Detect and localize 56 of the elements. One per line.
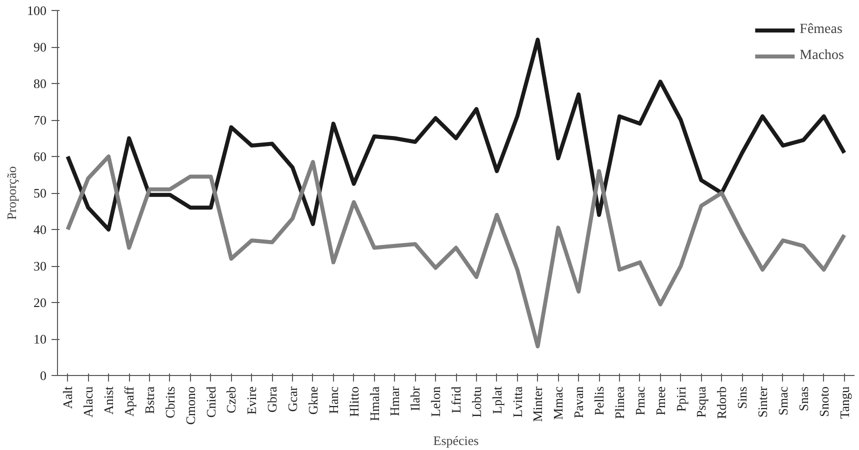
x-tick-label: Hmala	[366, 386, 382, 422]
x-tick-label: Snoto	[816, 386, 832, 417]
y-tick-label: 50	[34, 186, 46, 200]
x-tick-label: Sinter	[755, 386, 770, 418]
x-tick-label: Mmac	[550, 386, 566, 420]
x-tick-label: Pellis	[592, 386, 607, 416]
x-tick-label: Smac	[775, 386, 790, 416]
x-tick-label: Aalt	[60, 386, 76, 409]
x-tick-label: Anist	[101, 386, 116, 415]
x-tick-label: Lobtu	[468, 386, 484, 418]
x-tick-label: Pavan	[571, 386, 586, 418]
x-tick-label: Cmono	[182, 386, 198, 425]
x-axis-title: Espécies	[433, 432, 479, 448]
x-tick-label: Ppiri	[673, 386, 688, 412]
x-tick-label: Hanc	[326, 386, 341, 414]
x-tick-label: Gkne	[305, 386, 320, 415]
x-tick-label: Rdorb	[714, 386, 730, 419]
y-tick-label: 40	[34, 222, 46, 237]
x-tick-label: Bstra	[142, 386, 157, 414]
x-tick-label: Snas	[796, 386, 811, 412]
x-tick-label: Lplat	[489, 386, 504, 414]
x-tick-label: Gbra	[264, 386, 280, 412]
x-tick-label: Psqua	[694, 386, 709, 418]
x-tick-label: Hlitto	[346, 386, 362, 417]
x-tick-label: Cnied	[203, 386, 218, 418]
x-tick-label: Pmee	[652, 386, 668, 416]
x-tick-label: Ilabr	[408, 386, 423, 412]
x-tick-label: Alacu	[80, 386, 96, 418]
y-tick-label: 70	[34, 112, 46, 128]
y-tick-label: 90	[34, 40, 46, 54]
x-tick-label: Cbrits	[162, 386, 178, 418]
legend-label: Machos	[800, 48, 844, 64]
x-tick-label: Apaff	[122, 386, 137, 417]
y-tick-label: 30	[34, 258, 46, 274]
line-series	[66, 38, 846, 232]
x-tick-label: Czeb	[224, 386, 239, 414]
x-tick-label: Gcar	[285, 386, 300, 412]
y-tick-label: 60	[34, 149, 46, 164]
x-tick-label: Sins	[734, 386, 750, 409]
y-tick-label: 20	[34, 295, 46, 310]
y-axis-title: Proporção	[4, 166, 19, 220]
x-tick-label: Pmac	[632, 386, 648, 416]
y-tick-label: 0	[40, 368, 46, 383]
y-tick-label: 100	[27, 3, 46, 18]
x-tick-label: Tangu	[836, 386, 852, 419]
x-tick-label: Plinea	[612, 386, 627, 419]
y-tick-label: 10	[34, 332, 46, 346]
x-tick-label: Lvitta	[510, 386, 525, 418]
legend-label: Fêmeas	[800, 22, 842, 38]
y-tick-label: 80	[34, 76, 46, 91]
x-tick-label: Minter	[530, 386, 546, 422]
line-series	[66, 154, 846, 348]
x-tick-label: Hmar	[387, 386, 402, 416]
x-tick-label: Lelon	[428, 386, 444, 417]
x-tick-label: Lfrid	[448, 386, 464, 414]
x-tick-label: Evire	[244, 386, 260, 415]
